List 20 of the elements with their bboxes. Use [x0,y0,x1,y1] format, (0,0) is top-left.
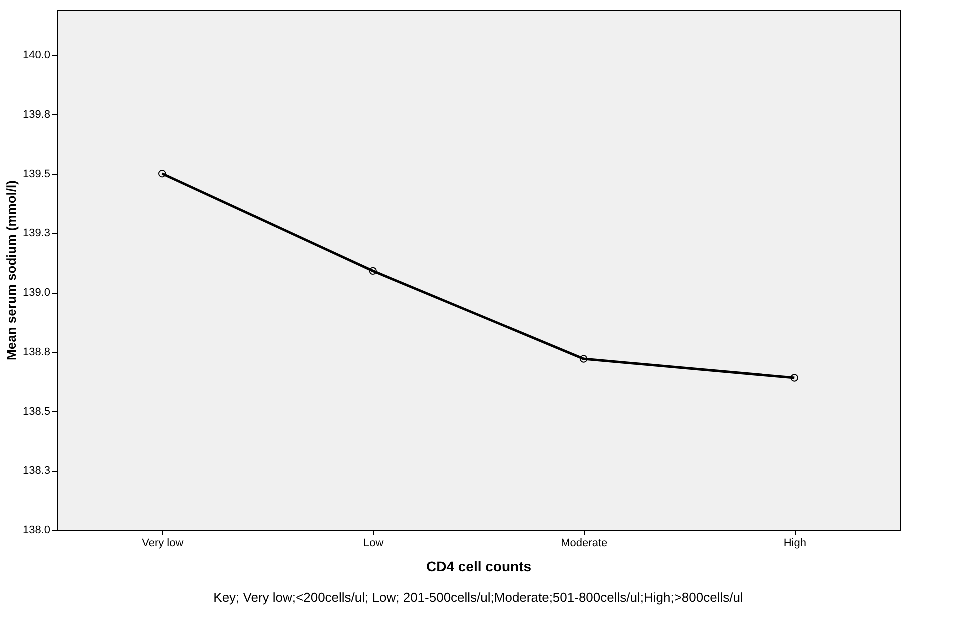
point [158,170,166,178]
y-tick-label: 138.5 [22,406,50,418]
text: Key; Very low;<200cells/ul; Low; 201-500cells/ul;Moderate;501-800cells/ul;High;>800cells/ul [214,590,744,605]
x-tick-label: High [784,538,806,550]
y-tick-label: 138.8 [22,346,50,358]
x-tick-label: Moderate [561,538,608,550]
y-tick-label: 138.3 [22,465,50,478]
point [580,355,588,363]
x-axis-title: CD4 cell counts [426,558,532,574]
x-tick-label: Low [364,538,384,550]
point [369,267,377,276]
y-tick-label: 139.3 [22,228,50,240]
y-axis-title: Mean serum sodium (mmol/l) [4,180,19,360]
y-tick-label: 138.0 [22,524,50,536]
y-tick-label: 140.0 [22,50,50,62]
x-tick-label: Very low [142,538,184,550]
y-tick-label: 139.8 [22,108,50,121]
y-tick-label: 139.0 [22,287,50,300]
y-tick-label: 139.5 [22,168,50,180]
point [790,374,798,382]
